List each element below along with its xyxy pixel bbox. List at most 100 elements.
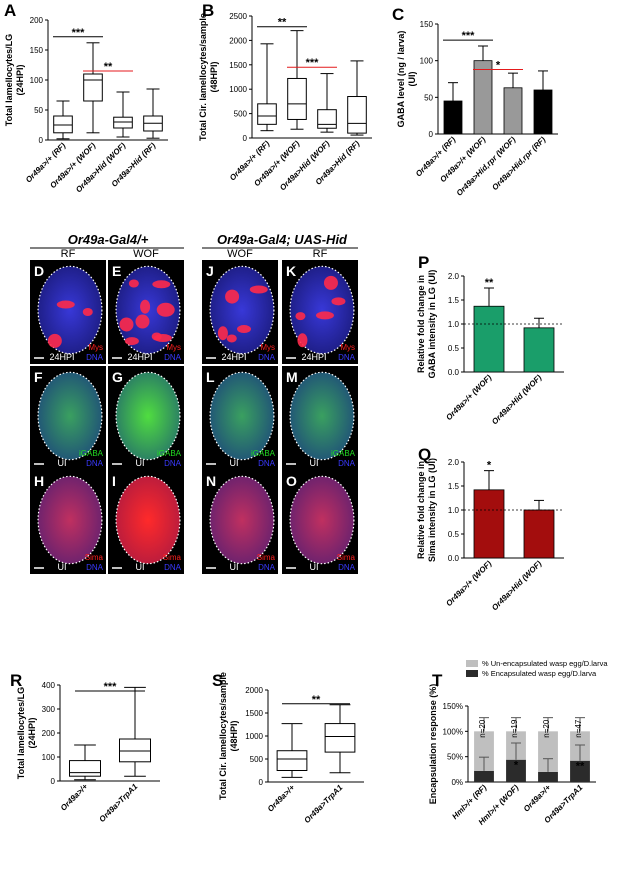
y-tick-label-r: 100	[42, 753, 56, 762]
micrograph-label: F	[34, 369, 43, 385]
legend-swatch-t	[466, 660, 478, 667]
stain-label: Sima	[257, 553, 276, 562]
lamellocyte-cluster	[156, 302, 175, 317]
condition-label: UI	[58, 562, 67, 572]
group-title-right: Or49a-Gal4; UAS-Hid	[217, 232, 348, 247]
lymph-gland-outline	[37, 475, 103, 565]
panel-p-chart: P 0.0 0.5 1.0 1.5 2.0 Relative fold change in…	[416, 253, 564, 426]
y-axis-label-q: Sima intensity in LG (UI)	[427, 458, 437, 562]
dna-label: DNA	[164, 459, 182, 468]
condition-label: UI	[310, 458, 319, 468]
box-b	[287, 77, 307, 120]
legend-swatch-t	[466, 670, 478, 677]
bar-c	[473, 60, 493, 135]
panel-q-chart: Q 0.0 0.5 1.0 1.5 2.0 Relative fold change in…	[416, 445, 564, 612]
panel-t-chart: T 0% 50% 100% 150% Encapsulation response (%…	[428, 659, 608, 827]
lamellocyte-cluster	[124, 337, 139, 346]
lamellocyte-cluster	[217, 326, 228, 341]
panel-label-c: C	[392, 5, 404, 24]
micrograph-label: G	[112, 369, 123, 385]
lymph-gland-outline	[209, 371, 275, 461]
category-label-c: Or49a>Hid,rpr (WOF)	[455, 135, 518, 198]
box-s	[324, 723, 356, 753]
condition-label: UI	[230, 562, 239, 572]
y-tick-label-q: 2.0	[448, 458, 460, 467]
legend-label-t: % Un-encapsulated wasp egg/D.larva	[482, 659, 608, 668]
micrograph-label: I	[112, 473, 116, 489]
y-axis-label-s: (48HPI)	[229, 720, 239, 751]
y-tick-label-s: 2000	[245, 686, 263, 695]
lamellocyte-cluster	[295, 312, 306, 321]
y-tick-label-b: 1000	[229, 85, 247, 94]
stack-segment-t	[538, 771, 558, 782]
category-label-q: Or49a>Hid (WOF)	[490, 559, 544, 613]
category-label-t: Or49a>/+	[522, 783, 553, 814]
lamellocyte-cluster	[323, 275, 338, 290]
bar-c	[503, 87, 523, 135]
bar-c	[533, 89, 553, 135]
panel-label-b: B	[202, 1, 214, 20]
y-tick-label-p: 0.5	[448, 344, 460, 353]
y-tick-label-r: 200	[42, 729, 56, 738]
condition-label: UI	[136, 562, 145, 572]
micrograph-label: O	[286, 473, 297, 489]
lamellocyte-cluster	[128, 279, 139, 288]
lymph-gland-outline	[37, 265, 103, 355]
column-label: RF	[61, 248, 76, 260]
lamellocyte-cluster	[249, 285, 268, 294]
stain-label: Sima	[337, 553, 356, 562]
y-tick-label-b: 1500	[229, 61, 247, 70]
condition-label: 24HPI	[221, 352, 246, 362]
y-axis-label-p: Relative fold change in	[416, 275, 426, 373]
lymph-gland-outline	[115, 371, 181, 461]
y-tick-label-t: 50%	[447, 753, 463, 762]
y-tick-label-b: 2500	[229, 12, 247, 21]
significance-label-r: ***	[104, 681, 118, 693]
category-label-s: Or49a>/+	[266, 783, 297, 814]
y-tick-label-q: 0.0	[448, 554, 460, 563]
lymph-gland-outline	[209, 475, 275, 565]
micrograph-label: H	[34, 473, 44, 489]
lamellocyte-cluster	[152, 280, 171, 289]
lamellocyte-cluster	[82, 308, 93, 316]
dna-label: DNA	[338, 563, 356, 572]
stack-segment-t	[474, 731, 494, 771]
category-label-s: Or49a>TrpA1	[302, 783, 344, 825]
y-tick-label-r: 300	[42, 705, 56, 714]
panel-label-r: R	[10, 671, 22, 690]
y-tick-label-b: 0	[243, 134, 248, 143]
lamellocyte-cluster	[315, 311, 334, 320]
lymph-gland-outline	[115, 265, 181, 355]
lamellocyte-cluster	[153, 334, 172, 343]
y-tick-label-a: 100	[30, 76, 44, 85]
lymph-gland-tissue	[38, 372, 102, 460]
significance-label-b: **	[278, 17, 287, 29]
box-a	[53, 115, 73, 134]
lymph-gland-outline	[289, 475, 355, 565]
lymph-gland-tissue	[290, 266, 354, 354]
micrograph-label: J	[206, 263, 214, 279]
y-tick-label-p: 1.0	[448, 320, 460, 329]
lamellocyte-cluster	[226, 334, 237, 343]
lymph-gland-tissue	[210, 476, 274, 564]
y-tick-label-c: 50	[424, 93, 433, 102]
panel-label-t: T	[432, 671, 443, 690]
box-a	[113, 116, 133, 129]
condition-label: UI	[230, 458, 239, 468]
y-axis-label-r: (24HPI)	[27, 717, 37, 748]
condition-label: 24HPI	[301, 352, 326, 362]
y-axis-label-t: Encapsulation response (%)	[428, 684, 438, 805]
bar-c	[443, 100, 463, 135]
category-label-r: Or49a>/+	[59, 782, 90, 813]
y-tick-label-s: 1500	[245, 709, 263, 718]
stack-segment-t	[570, 760, 590, 782]
dna-label: DNA	[258, 563, 276, 572]
stain-label: Mys	[340, 343, 355, 352]
category-label-p: Or49a>/+ (WOF)	[444, 373, 493, 422]
stain-label: iGABA	[331, 449, 356, 458]
micrograph-label: N	[206, 473, 216, 489]
dna-label: DNA	[338, 353, 356, 362]
lymph-gland-tissue	[116, 476, 180, 564]
n-label-t: n=47	[574, 719, 583, 738]
y-tick-label-a: 200	[30, 16, 44, 25]
